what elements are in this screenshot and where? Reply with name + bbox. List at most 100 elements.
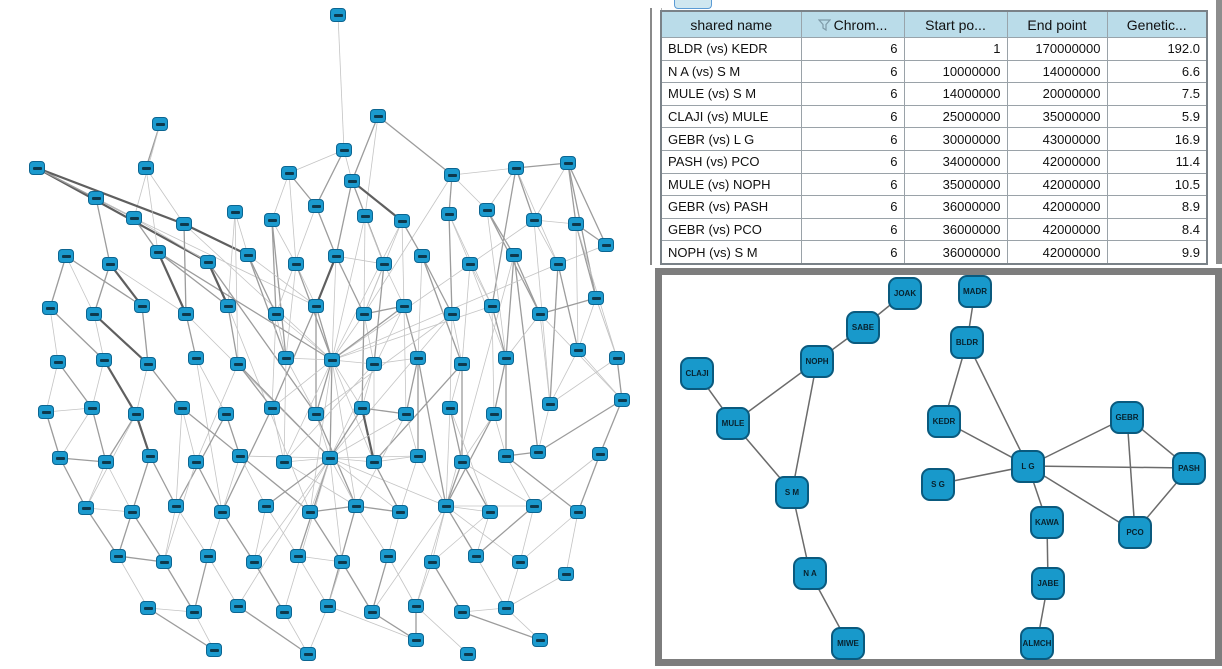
network-node-s-g[interactable]: S G (921, 468, 955, 501)
network-node[interactable] (124, 505, 140, 519)
network-node[interactable] (598, 238, 614, 252)
network-node[interactable] (322, 451, 338, 465)
table-cell[interactable]: 14000000 (1006, 59, 1108, 84)
network-node-noph[interactable]: NOPH (800, 345, 834, 378)
network-node[interactable] (570, 505, 586, 519)
network-node-bldr[interactable]: BLDR (950, 326, 984, 359)
network-node[interactable] (142, 449, 158, 463)
network-node[interactable] (278, 351, 294, 365)
network-node[interactable] (530, 445, 546, 459)
table-row[interactable]: N A (vs) S M 6 10000000 14000000 6.6 (660, 59, 1208, 84)
table-cell[interactable]: 43000000 (1006, 127, 1108, 151)
table-cell[interactable]: MULE (vs) NOPH (660, 172, 802, 197)
table-cell[interactable]: 36000000 (903, 217, 1008, 242)
network-node[interactable] (526, 499, 542, 513)
network-node[interactable] (408, 633, 424, 647)
table-row[interactable]: GEBR (vs) PCO 6 36000000 42000000 8.4 (660, 217, 1208, 242)
network-node[interactable] (560, 156, 576, 170)
network-node[interactable] (444, 168, 460, 182)
network-node[interactable] (50, 355, 66, 369)
network-node[interactable] (609, 351, 625, 365)
table-cell[interactable]: 6 (800, 127, 905, 151)
network-node[interactable] (188, 351, 204, 365)
column-header-chromosome[interactable]: Chrom... (800, 10, 905, 38)
table-cell[interactable]: 14000000 (903, 82, 1008, 106)
network-node[interactable] (532, 633, 548, 647)
table-cell[interactable]: 11.4 (1106, 149, 1208, 174)
network-node[interactable] (84, 401, 100, 415)
network-node[interactable] (230, 357, 246, 371)
network-node[interactable] (484, 299, 500, 313)
network-node[interactable] (186, 605, 202, 619)
table-cell[interactable]: CLAJI (vs) MULE (660, 104, 802, 129)
table-cell[interactable]: 6 (800, 104, 905, 129)
network-node[interactable] (288, 257, 304, 271)
table-cell[interactable]: 8.4 (1106, 217, 1208, 242)
network-node[interactable] (138, 161, 154, 175)
table-cell[interactable]: 35000000 (903, 172, 1008, 197)
table-row[interactable]: MULE (vs) NOPH 6 35000000 42000000 10.5 (660, 172, 1208, 197)
table-cell[interactable]: 5.9 (1106, 104, 1208, 129)
network-node[interactable] (214, 505, 230, 519)
network-node[interactable] (526, 213, 542, 227)
network-node[interactable] (102, 257, 118, 271)
network-node[interactable] (498, 351, 514, 365)
network-node-pash[interactable]: PASH (1172, 452, 1206, 485)
network-node[interactable] (152, 117, 168, 131)
network-node[interactable] (150, 245, 166, 259)
network-node-kawa[interactable]: KAWA (1030, 506, 1064, 539)
network-node[interactable] (542, 397, 558, 411)
network-node[interactable] (324, 353, 340, 367)
network-node[interactable] (302, 505, 318, 519)
table-cell[interactable]: 20000000 (1006, 82, 1108, 106)
table-row[interactable]: PASH (vs) PCO 6 34000000 42000000 11.4 (660, 149, 1208, 174)
network-node-gebr[interactable]: GEBR (1110, 401, 1144, 434)
network-node[interactable] (532, 307, 548, 321)
table-cell[interactable]: 8.9 (1106, 195, 1208, 219)
network-node[interactable] (366, 357, 382, 371)
table-cell[interactable]: GEBR (vs) PCO (660, 217, 802, 242)
network-node[interactable] (468, 549, 484, 563)
network-node[interactable] (454, 357, 470, 371)
network-node[interactable] (444, 307, 460, 321)
network-node[interactable] (98, 455, 114, 469)
network-node[interactable] (276, 605, 292, 619)
network-node[interactable] (246, 555, 262, 569)
table-row[interactable]: GEBR (vs) PASH 6 36000000 42000000 8.9 (660, 195, 1208, 219)
network-node[interactable] (344, 174, 360, 188)
network-node[interactable] (276, 455, 292, 469)
network-node[interactable] (454, 605, 470, 619)
network-node[interactable] (227, 205, 243, 219)
scrollbar-track[interactable] (1216, 0, 1222, 264)
network-node[interactable] (128, 407, 144, 421)
network-node[interactable] (442, 401, 458, 415)
network-node[interactable] (268, 307, 284, 321)
table-cell[interactable]: 36000000 (903, 240, 1008, 265)
network-node[interactable] (330, 8, 346, 22)
network-node-l-g[interactable]: L G (1011, 450, 1045, 483)
network-node[interactable] (264, 213, 280, 227)
table-cell[interactable]: 42000000 (1006, 240, 1108, 265)
network-node[interactable] (398, 407, 414, 421)
network-node[interactable] (508, 161, 524, 175)
table-cell[interactable]: 25000000 (903, 104, 1008, 129)
network-node-n-a[interactable]: N A (793, 557, 827, 590)
table-cell[interactable]: BLDR (vs) KEDR (660, 37, 802, 61)
network-node[interactable] (42, 301, 58, 315)
network-node[interactable] (308, 407, 324, 421)
network-node[interactable] (376, 257, 392, 271)
table-cell[interactable]: 6 (800, 240, 905, 265)
network-node[interactable] (424, 555, 440, 569)
network-node[interactable] (356, 307, 372, 321)
table-cell[interactable]: 6 (800, 59, 905, 84)
table-cell[interactable]: 6 (800, 217, 905, 242)
table-row[interactable]: CLAJI (vs) MULE 6 25000000 35000000 5.9 (660, 104, 1208, 129)
network-node[interactable] (78, 501, 94, 515)
table-cell[interactable]: 6 (800, 82, 905, 106)
network-node-pco[interactable]: PCO (1118, 516, 1152, 549)
network-node[interactable] (392, 505, 408, 519)
network-node[interactable] (410, 449, 426, 463)
network-node-jabe[interactable]: JABE (1031, 567, 1065, 600)
network-node[interactable] (414, 249, 430, 263)
network-node-sabe[interactable]: SABE (846, 311, 880, 344)
